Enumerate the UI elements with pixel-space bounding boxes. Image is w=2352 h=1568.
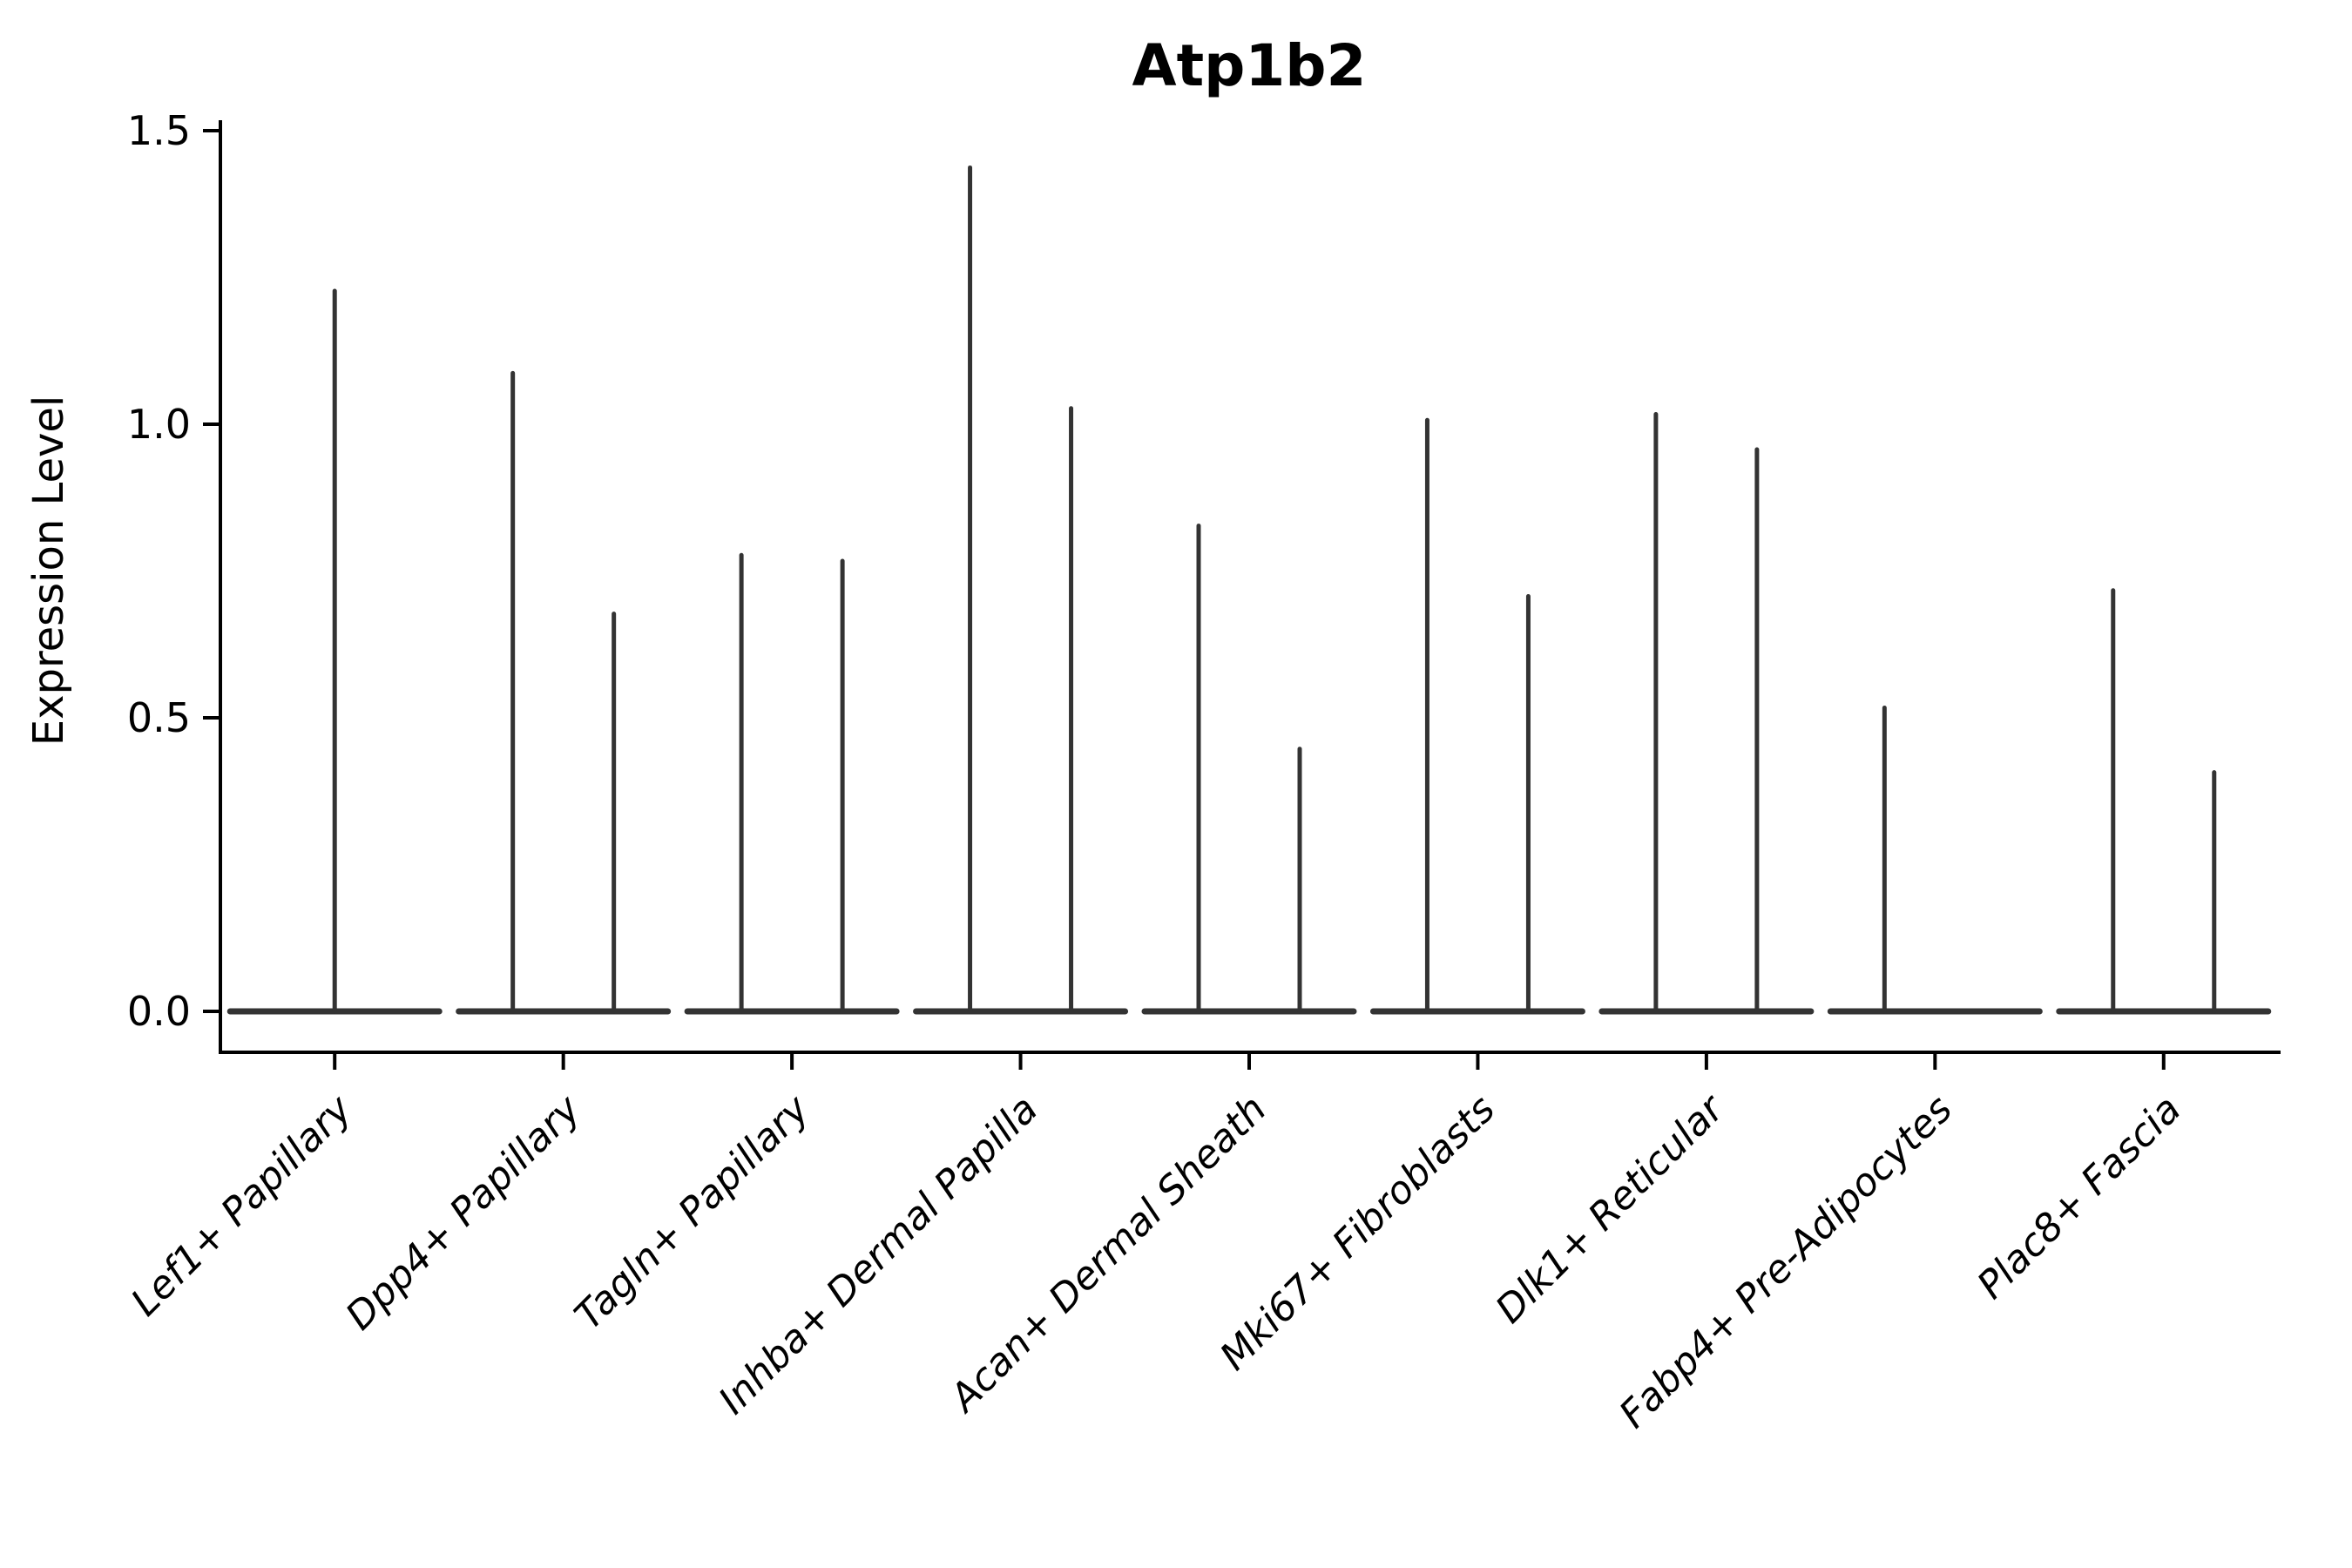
x-tick-label: Dlk1+ Reticular bbox=[1487, 1085, 1734, 1332]
x-tick-label: Lef1+ Papillary bbox=[123, 1086, 362, 1325]
y-tick-label: 1.0 bbox=[127, 401, 191, 448]
y-tick-label: 0.0 bbox=[127, 988, 191, 1035]
x-tick-label: Tagln+ Papillary bbox=[566, 1086, 818, 1338]
y-axis-label: Expression Level bbox=[24, 395, 73, 747]
x-tick-label: Dpp4+ Papillary bbox=[337, 1086, 590, 1339]
y-tick-label: 1.5 bbox=[127, 107, 191, 154]
y-tick-label: 0.5 bbox=[127, 694, 191, 741]
chart-title: Atp1b2 bbox=[1132, 32, 1367, 99]
x-tick-label: Plac8+ Fascia bbox=[1969, 1087, 2189, 1308]
